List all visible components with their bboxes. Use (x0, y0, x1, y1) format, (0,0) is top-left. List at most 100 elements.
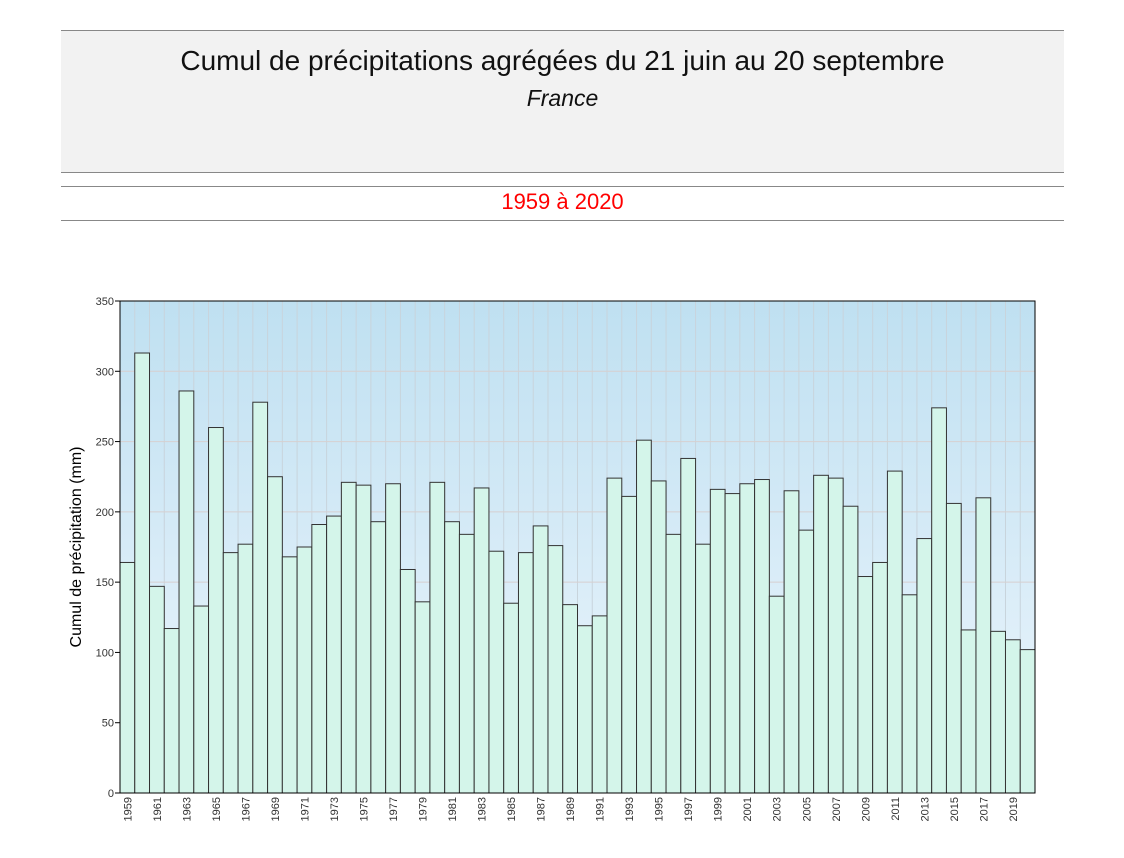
x-tick-label: 1959 (122, 797, 134, 821)
x-tick-label: 2009 (860, 797, 872, 821)
y-axis-label: Cumul de précipitation (mm) (68, 447, 85, 648)
x-tick-label: 2005 (801, 797, 813, 821)
bar-1993 (621, 495, 638, 794)
bar-1986 (517, 552, 534, 794)
header-panel: Cumul de précipitations agrégées du 21 j… (61, 30, 1064, 173)
bar-1965 (208, 427, 224, 794)
bar-1981 (444, 521, 460, 794)
chart-subtitle: France (526, 85, 599, 111)
x-tick-label: 2011 (890, 797, 902, 821)
y-tick-label: 100 (96, 647, 114, 659)
x-tick-label: 1989 (565, 797, 577, 821)
x-tick-label: 2013 (919, 797, 931, 821)
bar-1984 (488, 550, 505, 794)
bar-1995 (650, 480, 667, 794)
chart-title: Cumul de précipitations agrégées du 21 j… (180, 45, 945, 76)
x-tick-label: 1991 (595, 797, 607, 821)
x-tick-label: 1985 (506, 797, 518, 821)
bar-2003 (768, 595, 785, 794)
bar-1998 (695, 543, 711, 794)
x-tick-label: 1983 (477, 797, 489, 821)
bar-1988 (547, 545, 564, 794)
y-tick-label: 300 (96, 366, 114, 378)
x-tick-label: 1981 (447, 797, 459, 821)
x-tick-label: 1967 (240, 797, 252, 821)
bar-1980 (429, 481, 446, 794)
bar-2015 (945, 502, 962, 794)
bar-1989 (562, 604, 579, 794)
bar-2019 (1004, 639, 1021, 794)
x-tick-label: 1971 (299, 797, 311, 821)
x-tick-label: 1969 (270, 797, 282, 821)
bar-1991 (591, 615, 608, 794)
bar-2002 (754, 479, 770, 794)
bar-2007 (827, 477, 844, 794)
y-tick-label: 350 (96, 296, 114, 308)
bar-2020 (1019, 649, 1036, 794)
bar-2000 (724, 493, 741, 794)
bar-1959 (119, 561, 136, 794)
x-tick-label: 1977 (388, 797, 400, 821)
bar-1963 (178, 390, 195, 794)
bar-1967 (237, 543, 254, 794)
bar-1962 (163, 628, 180, 794)
bar-1977 (385, 483, 401, 794)
bar-2017 (975, 497, 992, 794)
bar-1985 (503, 602, 519, 794)
bar-2016 (960, 629, 977, 794)
bar-1966 (222, 552, 239, 794)
x-tick-label: 1993 (624, 797, 636, 821)
bar-2013 (916, 538, 933, 794)
bar-2005 (798, 529, 815, 794)
period-label: 1959 à 2020 (61, 186, 1064, 221)
bar-2009 (857, 576, 874, 794)
bar-2010 (872, 561, 888, 794)
bar-1961 (149, 585, 165, 794)
x-tick-label: 2019 (1008, 797, 1020, 821)
bar-1979 (414, 601, 431, 794)
x-tick-label: 2003 (772, 797, 784, 821)
bar-1976 (370, 521, 387, 794)
bar-1968 (252, 401, 269, 794)
plot-frame (119, 300, 1036, 794)
x-tick-label: 2007 (831, 797, 843, 821)
bar-2006 (813, 474, 829, 794)
bar-2014 (931, 407, 947, 794)
bar-1960 (134, 352, 151, 794)
bar-1973 (326, 515, 342, 794)
x-tick-label: 1973 (329, 797, 341, 821)
bar-1974 (340, 481, 357, 794)
y-tick-label: 250 (96, 437, 114, 449)
bar-1994 (636, 439, 652, 794)
bar-1971 (296, 546, 313, 794)
y-tick-label: 150 (96, 577, 114, 589)
bar-1964 (193, 605, 210, 794)
x-tick-label: 1965 (211, 797, 223, 821)
bar-1990 (577, 625, 593, 794)
bar-1982 (458, 533, 475, 794)
x-tick-label: 1997 (683, 797, 695, 821)
x-tick-label: 1963 (181, 797, 193, 821)
y-tick-label: 50 (102, 718, 114, 730)
y-tick-label: 200 (96, 507, 114, 519)
bar-2018 (990, 630, 1006, 794)
bar-1992 (606, 477, 623, 794)
x-tick-label: 1979 (418, 797, 430, 821)
bar-1978 (399, 568, 416, 794)
x-tick-label: 2015 (949, 797, 961, 821)
bar-1983 (473, 487, 490, 794)
x-tick-label: 1961 (152, 797, 164, 821)
x-tick-label: 1975 (359, 797, 371, 821)
bar-2008 (842, 505, 859, 794)
x-tick-label: 2001 (742, 797, 754, 821)
bar-2001 (739, 483, 756, 794)
bar-1970 (281, 556, 298, 794)
bar-2012 (901, 594, 918, 794)
x-tick-label: 1995 (654, 797, 666, 821)
bar-1999 (709, 488, 726, 794)
bar-1997 (680, 457, 697, 794)
x-tick-label: 2017 (978, 797, 990, 821)
x-tick-label: 1987 (536, 797, 548, 821)
y-tick-label: 0 (108, 788, 114, 800)
